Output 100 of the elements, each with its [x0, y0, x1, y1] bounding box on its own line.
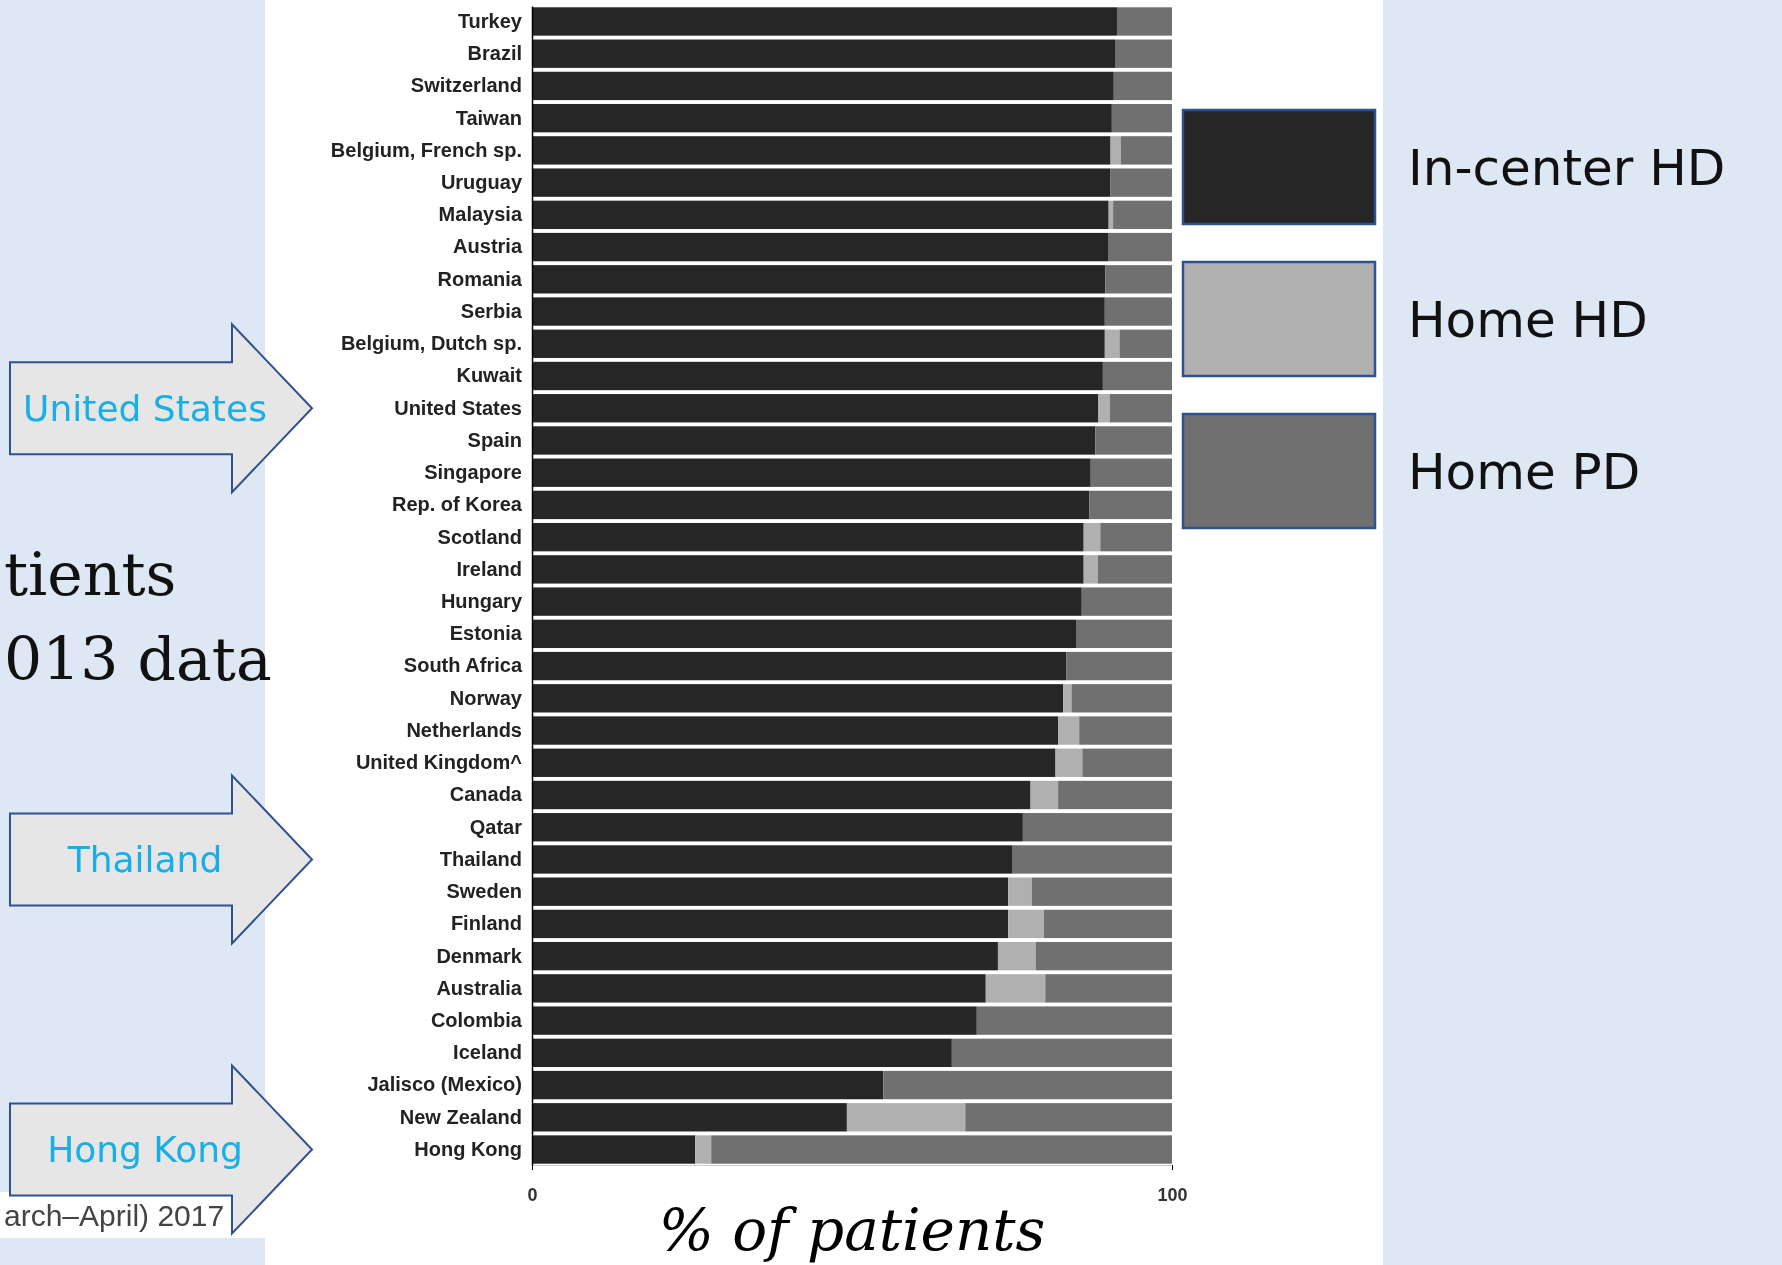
bar: [1098, 394, 1110, 423]
text: 013 data: [4, 624, 272, 694]
bar: [1044, 909, 1172, 939]
bar: [1090, 458, 1172, 487]
text: tients: [4, 539, 177, 609]
bar: [532, 103, 1112, 133]
bar: [532, 490, 1090, 520]
bar: [532, 716, 1059, 745]
bar: [532, 1070, 884, 1100]
x-tick-label: 0: [527, 1184, 538, 1205]
bar: [1082, 748, 1172, 777]
y-tick-label: Canada: [449, 783, 523, 806]
bar: [965, 1103, 1172, 1132]
bar: [1083, 555, 1098, 584]
y-tick-label: Uruguay: [440, 171, 523, 194]
y-tick-label: Qatar: [469, 815, 523, 838]
y-tick-label: Sweden: [446, 880, 522, 903]
y-tick-label: Spain: [467, 428, 522, 451]
bar: [532, 974, 986, 1003]
arrow-callout: United States: [9, 321, 314, 495]
bar: [1012, 845, 1172, 874]
bar: [1097, 555, 1172, 584]
bar: [1110, 136, 1121, 165]
y-tick-label: United Kingdom^: [355, 751, 523, 774]
bar: [532, 1135, 696, 1164]
bar: [532, 845, 1012, 874]
bar: [985, 974, 1046, 1003]
arrow-callout: Thailand: [9, 772, 314, 946]
y-tick-label: Estonia: [449, 622, 523, 645]
y-tick-label: Jalisco (Mexico): [367, 1073, 522, 1096]
bar: [1058, 716, 1080, 745]
y-tick-label: Malaysia: [438, 203, 523, 226]
bar: [532, 941, 998, 971]
y-tick-label: Singapore: [424, 461, 522, 484]
bar: [532, 684, 1064, 713]
bar: [1022, 813, 1172, 842]
bar: [1081, 587, 1172, 616]
legend-label: Home HD: [1408, 290, 1648, 349]
bar: [1058, 780, 1172, 810]
bar: [532, 136, 1111, 165]
bar: [1071, 684, 1172, 713]
bar: [532, 555, 1084, 584]
y-tick-label: Austria: [453, 235, 523, 258]
bar: [1100, 522, 1172, 552]
y-tick-label: Australia: [436, 976, 523, 999]
bar: [532, 394, 1099, 423]
bar: [997, 941, 1036, 971]
bar: [532, 7, 1117, 36]
bar: [1120, 136, 1172, 165]
bar: [532, 522, 1084, 552]
bar: [1102, 361, 1172, 391]
y-tick-label: Scotland: [437, 525, 522, 548]
y-tick-label: Romania: [437, 267, 523, 290]
y-tick-label: Kuwait: [456, 364, 523, 387]
y-tick-label: Norway: [449, 686, 523, 709]
legend-label: Home PD: [1408, 442, 1641, 501]
x-axis-title: % of patients: [658, 1196, 1046, 1264]
y-tick-label: Netherlands: [406, 718, 522, 741]
y-tick-label: Rep. of Korea: [391, 493, 523, 516]
bar: [1035, 941, 1172, 971]
bar: [1104, 329, 1120, 358]
bar: [1055, 748, 1083, 777]
bar: [695, 1135, 712, 1164]
bar: [532, 232, 1109, 262]
bar: [532, 619, 1077, 649]
bar: [532, 1103, 847, 1132]
text: arch–April) 2017: [4, 1199, 225, 1232]
bar: [1066, 651, 1172, 681]
bar: [1113, 200, 1172, 230]
bar: [532, 265, 1106, 294]
bar: [1116, 7, 1172, 36]
x-tick-label: 100: [1157, 1184, 1188, 1205]
bar: [532, 200, 1109, 230]
bar: [883, 1070, 1172, 1100]
bar: [532, 297, 1105, 326]
bar: [711, 1135, 1172, 1164]
bar: [1083, 522, 1101, 552]
bar: [1109, 394, 1172, 423]
y-tick-label: Ireland: [456, 557, 522, 580]
bar: [1030, 780, 1059, 810]
bar: [1104, 297, 1172, 326]
bar: [846, 1103, 966, 1132]
bar: [1045, 974, 1172, 1003]
y-tick-label: Colombia: [430, 1009, 523, 1032]
y-tick-label: Switzerland: [410, 74, 522, 97]
y-tick-label: United States: [394, 396, 522, 419]
y-tick-label: Taiwan: [455, 106, 522, 129]
bar: [532, 587, 1082, 616]
bar: [532, 39, 1116, 68]
bar: [1076, 619, 1172, 649]
y-tick-label: Hungary: [440, 590, 523, 613]
y-tick-label: Denmark: [436, 944, 523, 967]
bar: [532, 458, 1091, 487]
bar: [1113, 71, 1172, 101]
y-tick-label: Iceland: [453, 1041, 522, 1064]
bar: [1095, 426, 1172, 455]
bar: [1110, 168, 1172, 197]
y-tick-label: Belgium, French sp.: [330, 138, 522, 161]
bar: [1105, 265, 1172, 294]
bar: [532, 329, 1105, 358]
